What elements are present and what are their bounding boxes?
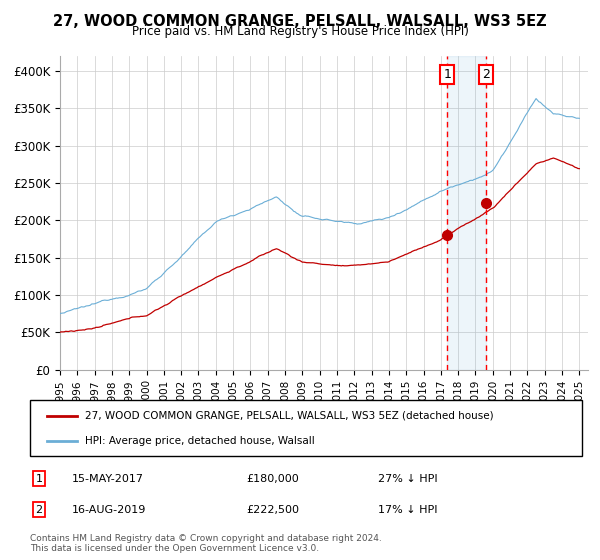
Bar bbox=[447, 56, 486, 370]
Text: 15-MAY-2017: 15-MAY-2017 bbox=[72, 474, 144, 484]
Text: 17% ↓ HPI: 17% ↓ HPI bbox=[378, 505, 437, 515]
Text: 1: 1 bbox=[443, 68, 451, 81]
Text: 27% ↓ HPI: 27% ↓ HPI bbox=[378, 474, 437, 484]
Text: HPI: Average price, detached house, Walsall: HPI: Average price, detached house, Wals… bbox=[85, 436, 315, 446]
Text: 27, WOOD COMMON GRANGE, PELSALL, WALSALL, WS3 5EZ (detached house): 27, WOOD COMMON GRANGE, PELSALL, WALSALL… bbox=[85, 410, 494, 421]
FancyBboxPatch shape bbox=[30, 400, 582, 456]
Text: 2: 2 bbox=[35, 505, 43, 515]
Text: £222,500: £222,500 bbox=[246, 505, 299, 515]
Text: 27, WOOD COMMON GRANGE, PELSALL, WALSALL, WS3 5EZ: 27, WOOD COMMON GRANGE, PELSALL, WALSALL… bbox=[53, 14, 547, 29]
Text: £180,000: £180,000 bbox=[246, 474, 299, 484]
Text: 2: 2 bbox=[482, 68, 490, 81]
Text: Contains HM Land Registry data © Crown copyright and database right 2024.
This d: Contains HM Land Registry data © Crown c… bbox=[30, 534, 382, 553]
Text: 16-AUG-2019: 16-AUG-2019 bbox=[72, 505, 146, 515]
Text: 1: 1 bbox=[35, 474, 43, 484]
Text: Price paid vs. HM Land Registry's House Price Index (HPI): Price paid vs. HM Land Registry's House … bbox=[131, 25, 469, 38]
